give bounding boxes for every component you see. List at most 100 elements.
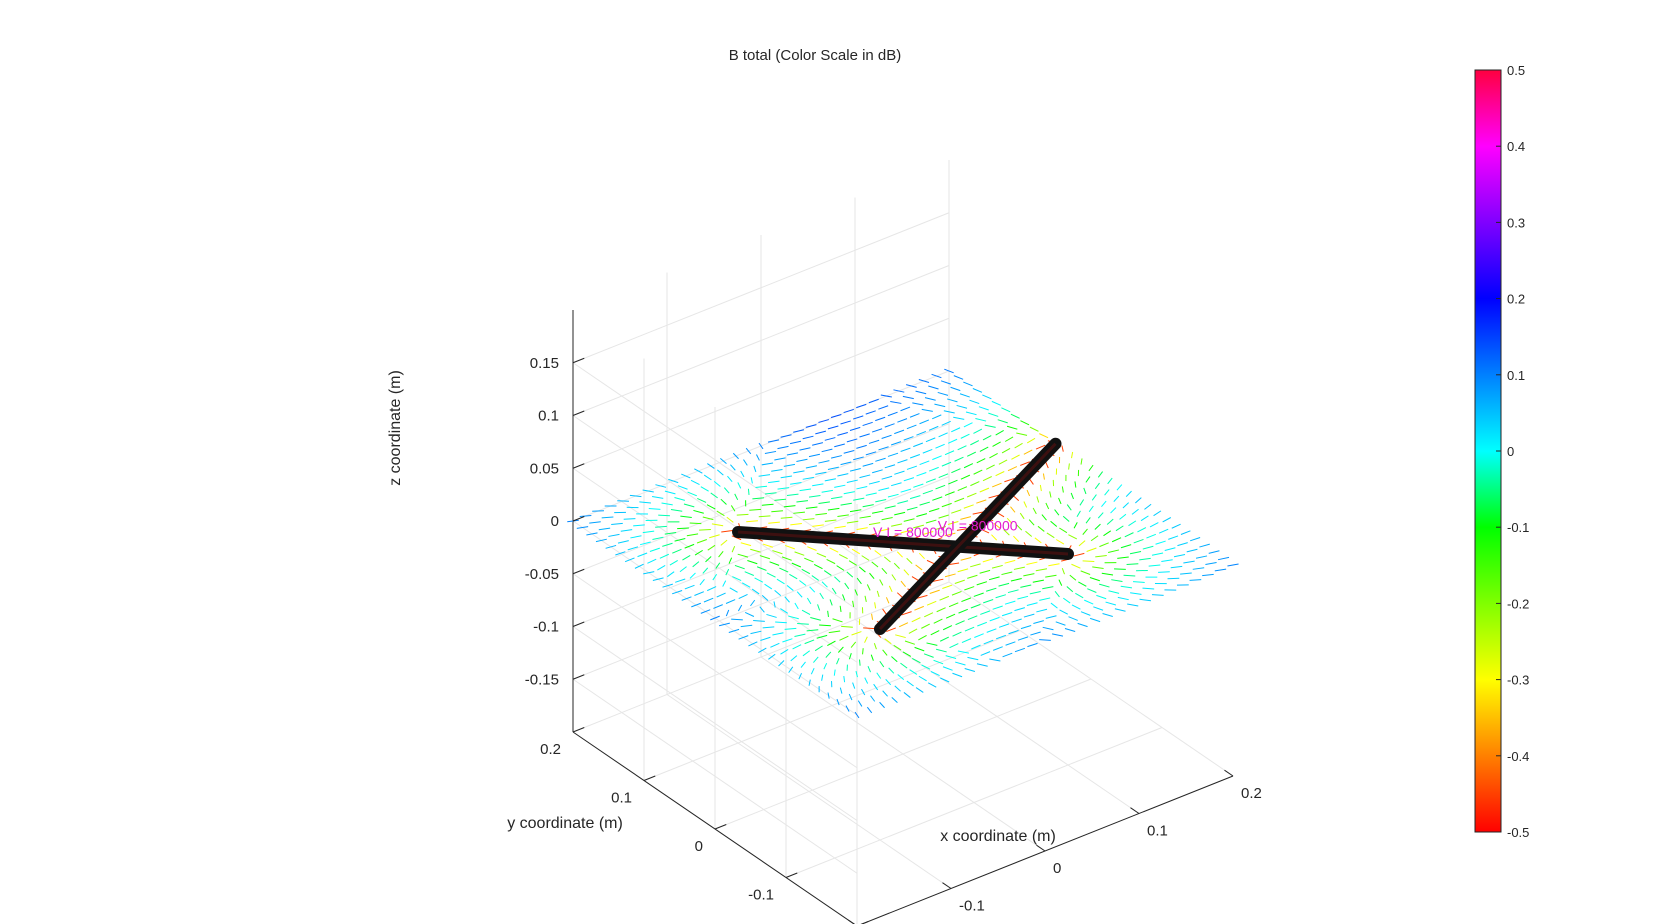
field-arrow (1078, 540, 1086, 547)
field-arrow (891, 696, 898, 704)
field-arrow (951, 427, 961, 433)
z-tick-label: 0.05 (530, 460, 559, 477)
field-arrow (1042, 586, 1054, 590)
field-arrow (1054, 590, 1060, 598)
field-arrow (930, 630, 940, 636)
field-arrow (716, 592, 726, 598)
field-arrow (939, 636, 949, 642)
field-arrow (960, 433, 970, 439)
y-tick-mark (785, 872, 798, 878)
field-arrow (955, 661, 966, 666)
field-arrow (970, 481, 980, 487)
field-arrow (819, 624, 831, 627)
field-arrow (740, 542, 752, 547)
field-arrow (868, 439, 880, 444)
field-arrow (986, 587, 997, 592)
field-arrow (1079, 499, 1085, 506)
grid-line (785, 727, 1163, 878)
field-arrow (595, 538, 607, 543)
field-arrow (601, 516, 614, 519)
field-arrow (875, 498, 887, 503)
field-arrow (775, 621, 787, 624)
field-arrow (887, 452, 899, 457)
field-arrow (1006, 425, 1018, 430)
field-arrow (856, 486, 868, 490)
field-arrow (789, 573, 798, 580)
field-arrow (677, 485, 688, 490)
field-arrow (786, 493, 799, 497)
field-arrow (1035, 568, 1048, 572)
field-arrow (731, 618, 743, 621)
field-arrow (777, 445, 789, 450)
field-arrow (897, 418, 908, 423)
field-arrow (1073, 522, 1078, 529)
field-arrow (885, 678, 892, 686)
field-arrow (780, 434, 792, 438)
field-arrow (865, 410, 876, 415)
field-arrow (805, 465, 818, 469)
field-arrow (1171, 523, 1181, 529)
field-arrow (906, 557, 913, 564)
field-arrow (935, 526, 946, 530)
field-arrow (1062, 515, 1070, 522)
field-arrow (766, 613, 777, 618)
field-arrow (1149, 522, 1159, 528)
field-arrow (1014, 607, 1025, 612)
field-arrow (1061, 445, 1064, 452)
field-arrow (1083, 487, 1087, 495)
field-arrow (1002, 652, 1013, 658)
field-arrow (634, 563, 644, 569)
field-arrow (761, 594, 769, 602)
field-arrow (881, 517, 893, 521)
field-arrow (875, 457, 886, 462)
field-arrow (900, 488, 912, 493)
field-arrow (874, 550, 882, 556)
field-arrow (1208, 550, 1220, 554)
field-arrow (880, 394, 892, 398)
grid-line (572, 212, 950, 364)
field-arrow (728, 628, 740, 633)
field-arrow (986, 464, 995, 470)
field-arrow (816, 552, 827, 558)
field-arrow (963, 422, 973, 428)
field-arrow (957, 568, 969, 573)
field-arrow (1033, 620, 1044, 624)
field-arrow (885, 597, 890, 604)
field-arrow (841, 625, 853, 628)
field-arrow (1041, 514, 1047, 521)
field-arrow (957, 445, 967, 451)
field-arrow (1139, 598, 1152, 602)
field-arrow (870, 695, 876, 702)
field-arrow (764, 450, 777, 454)
field-arrow (878, 446, 889, 451)
y-tick-label: 0.2 (540, 741, 561, 758)
field-arrow (929, 466, 939, 472)
field-arrow (598, 527, 611, 531)
field-arrow (759, 606, 765, 613)
field-arrow (767, 439, 780, 443)
field-arrow (916, 431, 927, 436)
field-arrow (829, 599, 833, 606)
field-arrow (681, 596, 692, 601)
field-arrow (784, 544, 795, 550)
field-arrow (790, 481, 802, 485)
field-arrow (703, 597, 714, 603)
field-arrow (983, 599, 994, 604)
field-arrow (971, 644, 981, 650)
field-arrow (804, 557, 814, 563)
field-arrow (1117, 596, 1129, 601)
field-arrow (1094, 482, 1100, 490)
field-arrow (1170, 565, 1183, 569)
field-arrow (1080, 458, 1083, 465)
colorbar-tick-label: 0.5 (1507, 63, 1525, 78)
field-arrow (967, 574, 978, 579)
field-arrow (700, 486, 709, 492)
field-arrow (1128, 520, 1137, 527)
field-arrow (1014, 647, 1026, 653)
field-arrow (853, 456, 864, 461)
field-arrow (961, 638, 972, 644)
field-arrow (851, 548, 861, 555)
y-tick-mark (643, 775, 656, 781)
field-arrow (838, 553, 848, 560)
field-arrow (904, 640, 916, 645)
